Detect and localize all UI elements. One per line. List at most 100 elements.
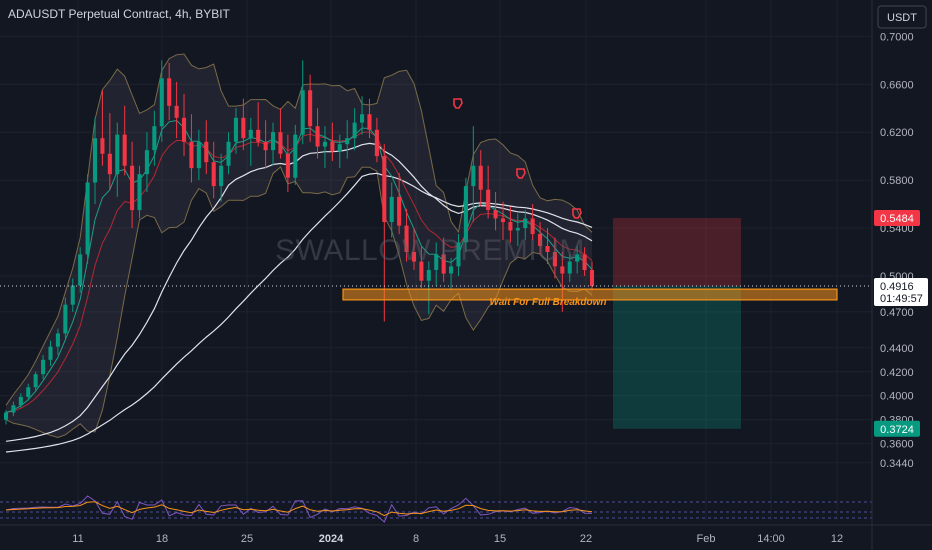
candle-body bbox=[285, 153, 290, 178]
x-tick-label: 11 bbox=[72, 533, 83, 545]
candle-body bbox=[144, 150, 149, 175]
currency-button[interactable]: USDT bbox=[877, 5, 927, 29]
candle-body bbox=[107, 153, 112, 175]
candle-body bbox=[92, 138, 98, 183]
candle-body bbox=[137, 174, 142, 211]
chart-title: ADAUSDT Perpetual Contract, 4h, BYBIT bbox=[8, 7, 231, 21]
hand-pointer-icon bbox=[453, 98, 463, 109]
x-tick-label: 15 bbox=[494, 533, 506, 545]
risk-reward-tool[interactable] bbox=[613, 217, 741, 429]
candle-body bbox=[352, 122, 357, 139]
y-tick-label: 0.3600 bbox=[880, 439, 914, 451]
candles bbox=[3, 60, 595, 425]
candle-body bbox=[441, 254, 446, 274]
y-tick-label: 0.5400 bbox=[880, 223, 914, 235]
osc-line bbox=[5, 495, 593, 523]
bollinger-upper bbox=[5, 53, 593, 406]
candle-body bbox=[515, 228, 520, 231]
markers bbox=[453, 98, 582, 219]
candle-body bbox=[204, 141, 209, 163]
candle-body bbox=[18, 396, 23, 406]
support-zone[interactable] bbox=[0, 285, 872, 301]
candle-body bbox=[167, 78, 172, 106]
last-price-value: 0.4916 bbox=[880, 281, 914, 293]
hand-pointer-icon-shape bbox=[516, 168, 526, 179]
take-profit-value: 0.3724 bbox=[880, 424, 914, 436]
candle-body bbox=[523, 218, 528, 229]
take-profit-zone[interactable] bbox=[613, 286, 741, 429]
candle-body bbox=[300, 90, 305, 135]
y-tick-label: 0.3440 bbox=[880, 458, 914, 470]
candle-body bbox=[248, 129, 253, 139]
y-tick-label: 0.6600 bbox=[880, 79, 914, 91]
candle-body bbox=[196, 141, 201, 169]
candle-body bbox=[26, 387, 31, 397]
candle-body bbox=[11, 405, 16, 413]
oscillator-pane bbox=[0, 495, 872, 523]
candle-body bbox=[330, 141, 335, 152]
y-tick-label: 0.4400 bbox=[880, 343, 914, 355]
support-zone-rect[interactable] bbox=[342, 288, 838, 301]
candle-body bbox=[226, 141, 231, 166]
candle-body bbox=[152, 126, 157, 151]
y-tick-label: 0.4000 bbox=[880, 391, 914, 403]
candle-body bbox=[41, 359, 46, 375]
candle-body bbox=[471, 165, 476, 187]
currency-label: USDT bbox=[887, 12, 917, 24]
candle-body bbox=[567, 261, 572, 274]
candle-body bbox=[189, 141, 194, 169]
y-tick-label: 0.5800 bbox=[880, 175, 914, 187]
candle-body bbox=[48, 346, 53, 360]
candle-body bbox=[322, 141, 328, 147]
candle-body bbox=[211, 162, 216, 187]
candle-body bbox=[3, 412, 9, 420]
candle-body bbox=[256, 129, 261, 142]
candle-body bbox=[360, 114, 365, 123]
candle-body bbox=[397, 196, 402, 226]
ma-200 bbox=[5, 172, 593, 453]
y-tick-label: 0.6200 bbox=[880, 127, 914, 139]
hand-pointer-icon bbox=[572, 208, 582, 219]
annotation-text: Wait For Full Breakdown bbox=[489, 297, 606, 308]
candle-body bbox=[85, 182, 90, 255]
osc-signal-line bbox=[5, 501, 593, 517]
stop-loss-zone[interactable] bbox=[613, 217, 741, 287]
x-tick-label: 18 bbox=[156, 533, 168, 545]
candle-body bbox=[130, 165, 135, 211]
candle-body bbox=[538, 234, 543, 246]
watermark: SWALLOW PREMIUM bbox=[275, 234, 585, 267]
candle-body bbox=[33, 374, 38, 388]
hand-pointer-icon-shape bbox=[572, 208, 582, 219]
candle-body bbox=[530, 218, 535, 235]
x-tick-label: 25 bbox=[241, 533, 253, 545]
candle-body bbox=[382, 156, 387, 223]
last-price-badge bbox=[874, 278, 928, 307]
candle-body bbox=[100, 138, 105, 154]
grid bbox=[0, 0, 872, 520]
candle-body bbox=[419, 261, 424, 281]
candle-body bbox=[426, 269, 431, 281]
candle-body bbox=[122, 134, 127, 166]
ma-fast bbox=[5, 119, 593, 413]
candle-body bbox=[508, 222, 513, 231]
candle-body bbox=[478, 165, 483, 190]
candle-body bbox=[493, 210, 498, 219]
stop-loss-value: 0.5484 bbox=[880, 213, 914, 225]
stop-loss-badge bbox=[874, 209, 920, 226]
candle-body bbox=[389, 196, 394, 223]
candle-body bbox=[411, 251, 417, 262]
candle-body bbox=[181, 117, 187, 142]
currency-button-frame[interactable] bbox=[877, 5, 927, 29]
candle-body bbox=[233, 117, 238, 142]
candle-body bbox=[337, 144, 342, 152]
candle-body bbox=[463, 186, 468, 243]
candle-body bbox=[308, 90, 313, 127]
candle-body bbox=[63, 304, 68, 334]
candle-body bbox=[263, 141, 268, 151]
labels: SWALLOW PREMIUM Wait For Full Breakdown AD… bbox=[8, 5, 928, 437]
candle-body bbox=[589, 269, 595, 287]
